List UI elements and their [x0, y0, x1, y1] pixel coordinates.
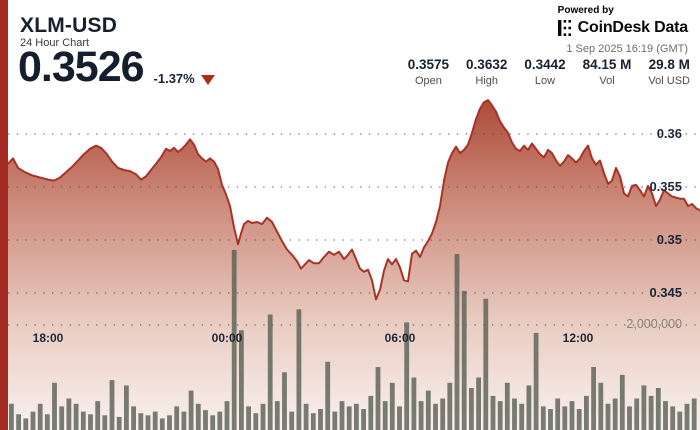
time-tick-1200: 12:00	[562, 331, 594, 345]
stat-high: 0.3632 High	[466, 57, 508, 87]
time-tick-1800: 18:00	[32, 331, 64, 345]
coindesk-brand[interactable]: CoinDesk Data	[557, 19, 689, 37]
price-tick-0.345: 0.345	[649, 285, 682, 300]
stat-low: 0.3442 Low	[524, 57, 566, 87]
down-triangle-icon	[200, 75, 215, 85]
coindesk-logo-icon	[557, 20, 571, 36]
powered-by-label: Powered by	[557, 5, 614, 16]
time-tick-0600: 06:00	[384, 331, 416, 345]
current-price-row: 0.3526 -1.37%	[18, 46, 215, 89]
time-tick-0000: 00:00	[211, 331, 243, 345]
coindesk-brand-name: CoinDesk Data	[577, 19, 689, 36]
ohlc-stats-row: 0.3575 Open 0.3632 High 0.3442 Low 84.15…	[408, 57, 690, 87]
powered-by-block: Powered by CoinDesk Data	[557, 5, 689, 37]
chart-timestamp: 1 Sep 2025 16:19 (GMT)	[566, 43, 688, 55]
stat-open: 0.3575 Open	[407, 57, 450, 87]
price-tick-0.36: 0.36	[656, 126, 682, 141]
stat-volume-usd: 29.8 M Vol USD	[648, 57, 690, 87]
price-tick-0.355: 0.355	[649, 179, 682, 194]
current-price: 0.3526	[18, 43, 145, 91]
price-change-percent: -1.37%	[153, 71, 195, 86]
instrument-symbol: XLM-USD	[20, 14, 118, 37]
chart-subtitle: 24 Hour Chart	[20, 37, 90, 49]
price-tick-0.35: 0.35	[656, 232, 682, 247]
accent-strip	[0, 0, 8, 430]
stat-volume: 84.15 M Vol	[582, 57, 632, 87]
volume-tick-2000000: 2,000,000	[626, 317, 682, 331]
